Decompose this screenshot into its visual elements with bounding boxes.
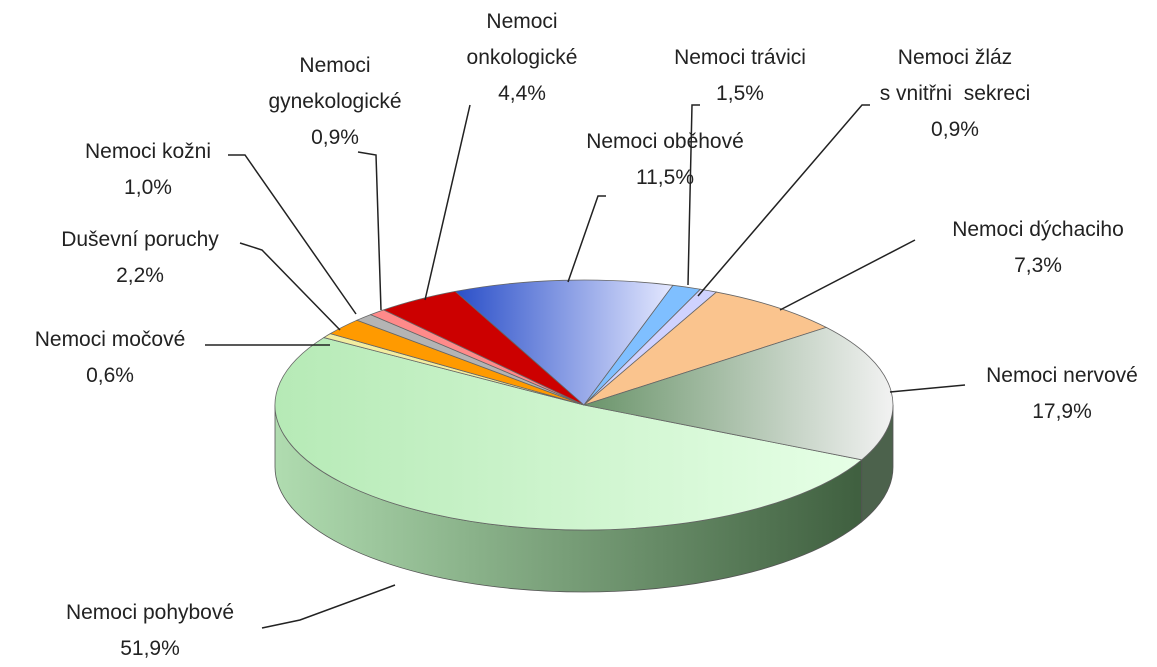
value-label: 4,4% [498,82,546,105]
slice-label: Nemoci trávici 1,5% [674,40,806,112]
slice-label: Duševní poruchy 2,2% [61,222,219,294]
leader-line [228,154,357,315]
value-label: 0,9% [931,118,979,141]
value-label: 11,5% [636,166,694,189]
slice-label: Nemoci nervové 17,9% [986,358,1138,430]
category-label: Nemoci dýchaciho [952,218,1124,241]
leader-line [424,104,471,301]
category-label: Nemoci nervové [986,364,1138,387]
value-label: 1,0% [124,176,172,199]
slice [274,337,863,531]
leader-line [261,584,396,629]
category-label: Nemoci pohybové [65,601,235,624]
value-label: 0,9% [311,126,359,149]
slice-label: Nemoci dýchaciho 7,3% [952,212,1124,284]
value-label: 2,2% [116,264,164,287]
leader-line [779,239,916,311]
leader-line [889,384,966,393]
slice-label: Nemoci oběhové 11,5% [586,124,744,196]
slice-label: Nemoci onkologické 4,4% [467,4,578,112]
leader-line [687,104,700,286]
category-label: Nemoci onkologické [466,10,578,69]
value-label: 17,9% [1032,400,1092,423]
slice [583,291,828,406]
category-label: Nemoci oběhové [586,130,744,153]
value-label: 0,6% [86,364,134,387]
value-label: 1,5% [716,82,764,105]
slice-label: Nemoci pohybové 51,9% [66,595,234,667]
category-label: Duševní poruchy [61,228,219,251]
leader-line [697,104,870,297]
value-label: 51,9% [120,637,180,660]
slice-label: Nemoci kožni 1,0% [85,134,211,206]
slice [454,279,674,406]
slice-label: Nemoci žláz s vnitřni sekreci 0,9% [880,40,1031,148]
slice-label: Nemoci gynekologické 0,9% [268,48,401,156]
slice-label: Nemoci močové 0,6% [35,322,186,394]
value-label: 7,3% [1014,254,1062,277]
leader-line [567,195,606,283]
category-label: Nemoci gynekologické [268,54,402,113]
category-label: Nemoci žláz s vnitřni sekreci [879,46,1031,105]
leader-line [357,151,382,311]
leader-line [239,242,341,331]
category-label: Nemoci kožni [84,140,212,163]
category-label: Nemoci trávici [674,46,806,69]
category-label: Nemoci močové [34,328,186,351]
